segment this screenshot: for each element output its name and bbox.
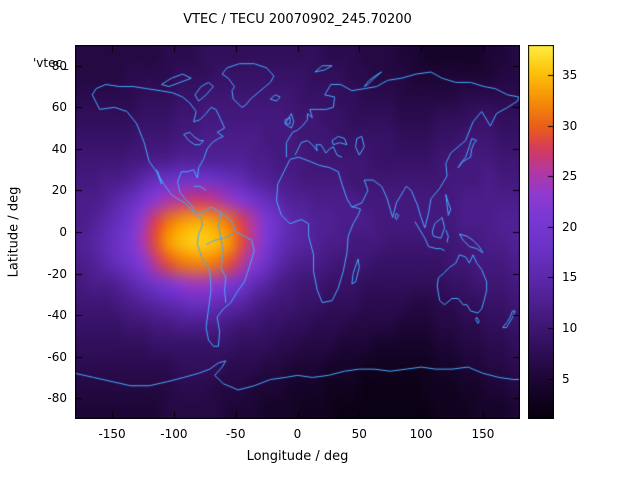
colorbar-tick-label: 25 [562, 169, 578, 184]
heatmap-canvas [75, 45, 520, 419]
colorbar-tick-label: 30 [562, 118, 578, 133]
colorbar-canvas [528, 45, 554, 419]
y-tick-label: -80 [47, 391, 67, 406]
colorbar-tick-label: 35 [562, 68, 578, 83]
x-tick-label: 150 [471, 427, 495, 441]
colorbar-tick-label: 5 [562, 371, 570, 386]
y-tick-label: 20 [51, 183, 67, 198]
y-tick-label: 80 [51, 58, 67, 73]
colorbar-tick-label: 10 [562, 321, 578, 336]
x-tick-label: 0 [293, 427, 302, 441]
y-tick-label: -20 [47, 266, 67, 281]
y-axis-title: Latitude / deg [6, 186, 22, 278]
x-tick-label: 100 [409, 427, 433, 441]
series-key-label: 'vtec_ [33, 56, 69, 70]
chart-title: VTEC / TECU 20070902_245.70200 [183, 12, 412, 27]
x-tick-label: 50 [351, 427, 367, 441]
colorbar-tick-label: 20 [562, 219, 578, 234]
y-tick-label: -40 [47, 308, 67, 323]
y-tick-label: 40 [51, 141, 67, 156]
y-tick-label: 0 [59, 225, 67, 239]
y-tick-label: -60 [47, 349, 67, 364]
colorbar-tick-label: 15 [562, 270, 578, 285]
x-tick-label: -150 [98, 427, 126, 441]
y-tick-label: 60 [51, 100, 67, 115]
x-axis-title: Longitude / deg [246, 449, 349, 464]
x-tick-label: -50 [225, 427, 246, 441]
x-tick-label: -100 [160, 427, 188, 441]
